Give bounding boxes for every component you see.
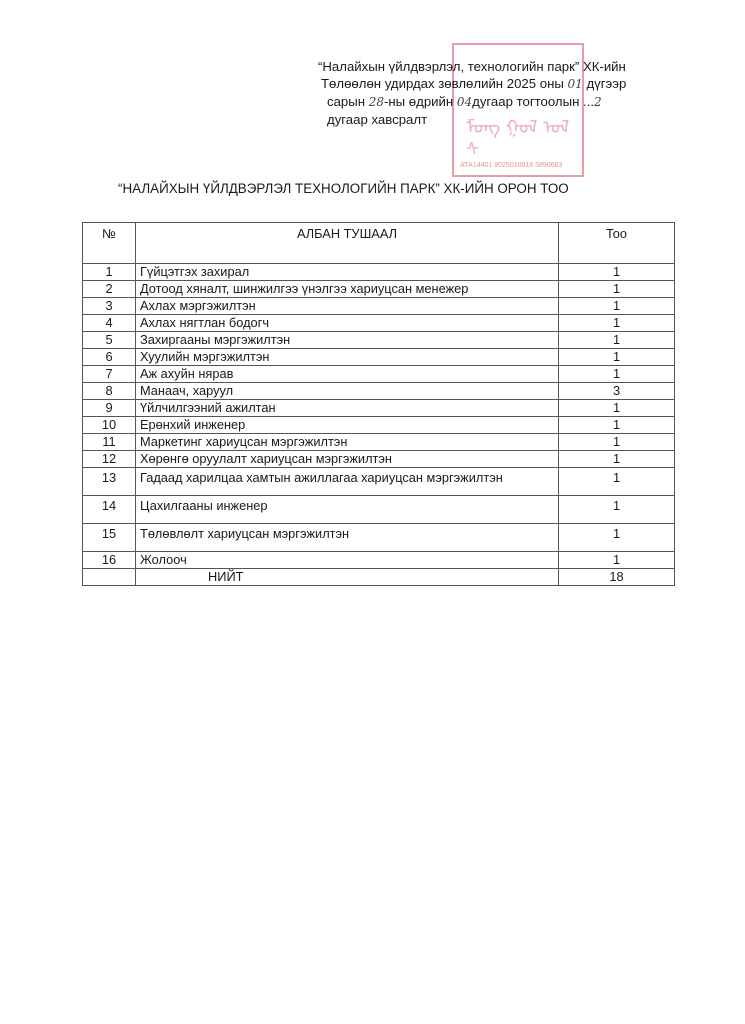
handwritten-resolution-no: 04 bbox=[456, 95, 473, 109]
handwritten-day: 28 bbox=[368, 95, 384, 109]
official-seal-stamp: ᠮᠣᠩ ᠭᠣᠯ ᠤᠯ ᠰ АТА14401 9025010018 5890683 bbox=[452, 43, 584, 177]
row-count: 1 bbox=[558, 467, 675, 496]
row-position: Маркетинг хариуцсан мэргэжилтэн bbox=[135, 433, 559, 451]
row-count: 1 bbox=[558, 551, 675, 569]
row-number: 4 bbox=[82, 314, 136, 332]
header-number: № bbox=[82, 222, 136, 264]
header-text: дүгээр bbox=[582, 76, 627, 91]
handwritten-month: 01 bbox=[567, 77, 583, 91]
row-count: 1 bbox=[558, 331, 675, 349]
row-count: 3 bbox=[558, 382, 675, 400]
header-position: АЛБАН ТУШААЛ bbox=[135, 222, 559, 264]
annex-header: “Налайхын үйлдвэрлэл, технологийн парк” … bbox=[318, 58, 626, 128]
header-text: -ны өдрийн bbox=[383, 94, 457, 109]
total-label: НИЙТ bbox=[135, 568, 559, 586]
row-count: 1 bbox=[558, 280, 675, 298]
header-text: дугаар хавсралт bbox=[327, 112, 428, 127]
row-position: Жолооч bbox=[135, 551, 559, 569]
row-count: 1 bbox=[558, 495, 675, 524]
table-row: 2 Дотоод хяналт, шинжилгээ үнэлгээ хариуц… bbox=[82, 280, 675, 298]
row-number: 5 bbox=[82, 331, 136, 349]
header-line-4: дугаар хавсралт bbox=[318, 111, 626, 128]
row-count: 1 bbox=[558, 263, 675, 281]
header-text: Төлөөлөн удирдах зөвлөлийн 2025 оны bbox=[321, 76, 568, 91]
row-position: Хуулийн мэргэжилтэн bbox=[135, 348, 559, 366]
row-count: 1 bbox=[558, 433, 675, 451]
header-text: сарын bbox=[327, 94, 369, 109]
table-row: 7 Аж ахуйн нярав 1 bbox=[82, 365, 675, 383]
row-number: 12 bbox=[82, 450, 136, 468]
row-number: 13 bbox=[82, 467, 136, 496]
row-number: 6 bbox=[82, 348, 136, 366]
table-row: 10 Ерөнхий инженер 1 bbox=[82, 416, 675, 434]
header-count: Тоо bbox=[558, 222, 675, 264]
table-row: 11 Маркетинг хариуцсан мэргэжилтэн 1 bbox=[82, 433, 675, 451]
row-number: 7 bbox=[82, 365, 136, 383]
row-position: Цахилгааны инженер bbox=[135, 495, 559, 524]
table-header-row: № АЛБАН ТУШААЛ Тоо bbox=[82, 222, 675, 264]
row-number: 8 bbox=[82, 382, 136, 400]
row-number: 15 bbox=[82, 523, 136, 552]
table-total-row: НИЙТ 18 bbox=[82, 568, 675, 586]
header-line-2: Төлөөлөн удирдах зөвлөлийн 2025 оны 01 д… bbox=[318, 75, 626, 93]
table-row: 15 Төлөвлөлт хариуцсан мэргэжилтэн 1 bbox=[82, 523, 675, 552]
total-count: 18 bbox=[558, 568, 675, 586]
row-count: 1 bbox=[558, 399, 675, 417]
row-position: Төлөвлөлт хариуцсан мэргэжилтэн bbox=[135, 523, 559, 552]
row-position: Ерөнхий инженер bbox=[135, 416, 559, 434]
table-row: 9 Үйлчилгээний ажилтан 1 bbox=[82, 399, 675, 417]
row-number: 16 bbox=[82, 551, 136, 569]
table-row: 14 Цахилгааны инженер 1 bbox=[82, 495, 675, 524]
table-row: 5 Захиргааны мэргэжилтэн 1 bbox=[82, 331, 675, 349]
row-position: Манаач, харуул bbox=[135, 382, 559, 400]
table-row: 8 Манаач, харуул 3 bbox=[82, 382, 675, 400]
row-count: 1 bbox=[558, 348, 675, 366]
row-count: 1 bbox=[558, 365, 675, 383]
row-position: Ахлах мэргэжилтэн bbox=[135, 297, 559, 315]
header-line-1: “Налайхын үйлдвэрлэл, технологийн парк” … bbox=[318, 58, 626, 75]
row-number: 11 bbox=[82, 433, 136, 451]
row-count: 1 bbox=[558, 523, 675, 552]
table-row: 4 Ахлах нягтлан бодогч 1 bbox=[82, 314, 675, 332]
row-position: Захиргааны мэргэжилтэн bbox=[135, 331, 559, 349]
row-number: 1 bbox=[82, 263, 136, 281]
document-title: “НАЛАЙХЫН ҮЙЛДВЭРЛЭЛ ТЕХНОЛОГИЙН ПАРК” Х… bbox=[118, 181, 569, 196]
row-position: Ахлах нягтлан бодогч bbox=[135, 314, 559, 332]
row-position: Дотоод хяналт, шинжилгээ үнэлгээ хариуцс… bbox=[135, 280, 559, 298]
header-line-3: сарын 28-ны өдрийн 04дугаар тогтоолын ..… bbox=[318, 93, 626, 111]
staff-table: № АЛБАН ТУШААЛ Тоо 1 Гүйцэтгэх захирал 1 2 Д… bbox=[82, 222, 675, 586]
seal-code: АТА14401 9025010018 5890683 bbox=[460, 162, 563, 169]
handwritten-annex-no: 2 bbox=[594, 95, 602, 109]
row-count: 1 bbox=[558, 416, 675, 434]
row-number: 9 bbox=[82, 399, 136, 417]
row-position: Аж ахуйн нярав bbox=[135, 365, 559, 383]
row-position: Гүйцэтгэх захирал bbox=[135, 263, 559, 281]
row-number: 10 bbox=[82, 416, 136, 434]
table-row: 6 Хуулийн мэргэжилтэн 1 bbox=[82, 348, 675, 366]
table-row: 12 Хөрөнгө оруулалт хариуцсан мэргэжилтэн… bbox=[82, 450, 675, 468]
seal-mongolian-script: ᠮᠣᠩ ᠭᠣᠯ ᠤᠯ ᠰ bbox=[466, 117, 570, 160]
row-position: Хөрөнгө оруулалт хариуцсан мэргэжилтэн bbox=[135, 450, 559, 468]
row-position: Үйлчилгээний ажилтан bbox=[135, 399, 559, 417]
row-number: 14 bbox=[82, 495, 136, 524]
total-empty-cell bbox=[82, 568, 136, 586]
header-text: “Налайхын үйлдвэрлэл, технологийн парк” … bbox=[318, 59, 626, 74]
header-text: дугаар тогтоолын ... bbox=[472, 94, 595, 109]
table-row: 16 Жолооч 1 bbox=[82, 551, 675, 569]
table-row: 1 Гүйцэтгэх захирал 1 bbox=[82, 263, 675, 281]
row-position: Гадаад харилцаа хамтын ажиллагаа хариуцс… bbox=[135, 467, 559, 496]
row-count: 1 bbox=[558, 314, 675, 332]
row-number: 3 bbox=[82, 297, 136, 315]
row-count: 1 bbox=[558, 297, 675, 315]
table-row: 3 Ахлах мэргэжилтэн 1 bbox=[82, 297, 675, 315]
table-row: 13 Гадаад харилцаа хамтын ажиллагаа хариу… bbox=[82, 467, 675, 496]
row-number: 2 bbox=[82, 280, 136, 298]
row-count: 1 bbox=[558, 450, 675, 468]
